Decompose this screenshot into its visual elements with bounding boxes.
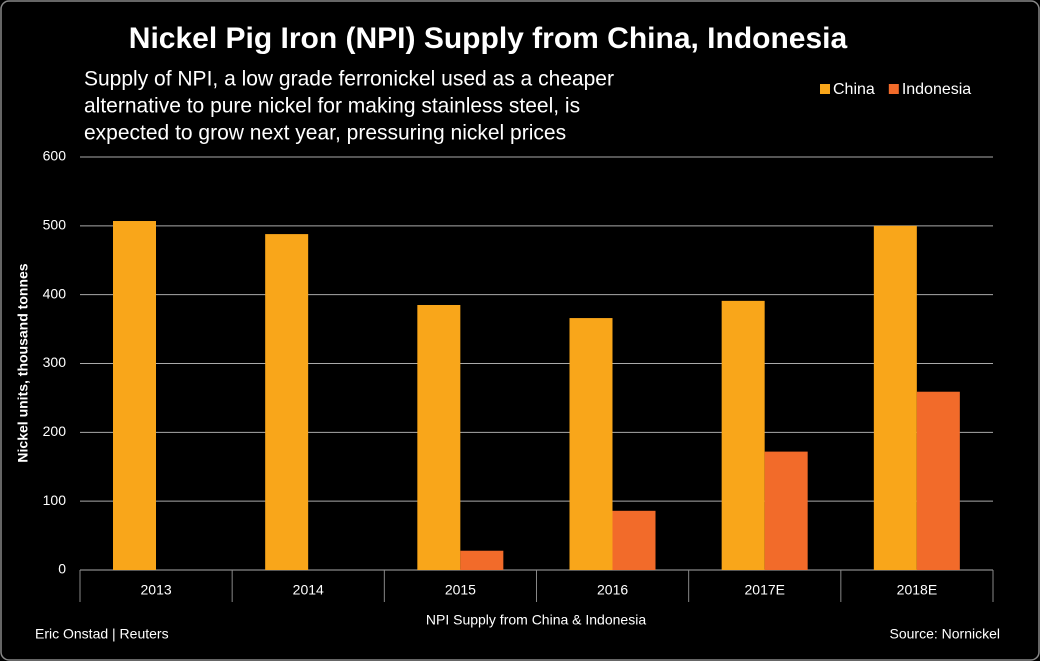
y-tick-label: 200	[43, 423, 67, 439]
subtitle: Supply of NPI, a low grade ferronickel u…	[84, 68, 614, 91]
x-tick-label: 2018E	[897, 582, 937, 598]
chart-title: Nickel Pig Iron (NPI) Supply from China,…	[129, 22, 848, 55]
legend-label: Indonesia	[902, 81, 971, 98]
credit: Eric Onstad | Reuters	[35, 626, 169, 642]
y-tick-label: 0	[58, 561, 66, 577]
x-tick-label: 2014	[293, 582, 324, 598]
bar	[873, 225, 917, 571]
bar	[113, 221, 156, 570]
bar	[460, 550, 504, 570]
y-tick-label: 400	[43, 285, 67, 301]
x-tick-label: 2016	[597, 582, 628, 598]
x-tick-label: 2017E	[745, 582, 785, 598]
legend-swatch	[820, 84, 830, 94]
bar	[764, 451, 808, 570]
legend-swatch	[888, 84, 899, 94]
y-tick-label: 500	[43, 217, 67, 233]
subtitle: alternative to pure nickel for making st…	[84, 95, 580, 118]
subtitle: expected to grow next year, pressuring n…	[84, 122, 566, 145]
y-tick-label: 600	[43, 148, 67, 164]
x-axis-title: NPI Supply from China & Indonesia	[426, 612, 646, 628]
bar	[265, 234, 309, 571]
source: Source: Nornickel	[890, 626, 1001, 642]
bar	[916, 391, 960, 570]
legend-label: China	[833, 81, 875, 98]
bar	[612, 510, 656, 570]
y-axis-title: Nickel units, thousand tonnes	[15, 263, 31, 462]
x-tick-label: 2015	[445, 582, 476, 598]
y-tick-label: 300	[43, 354, 67, 370]
bar	[569, 318, 613, 570]
bar	[417, 304, 461, 570]
y-tick-label: 100	[43, 492, 67, 508]
bar	[721, 300, 765, 570]
x-tick-label: 2013	[141, 582, 172, 598]
